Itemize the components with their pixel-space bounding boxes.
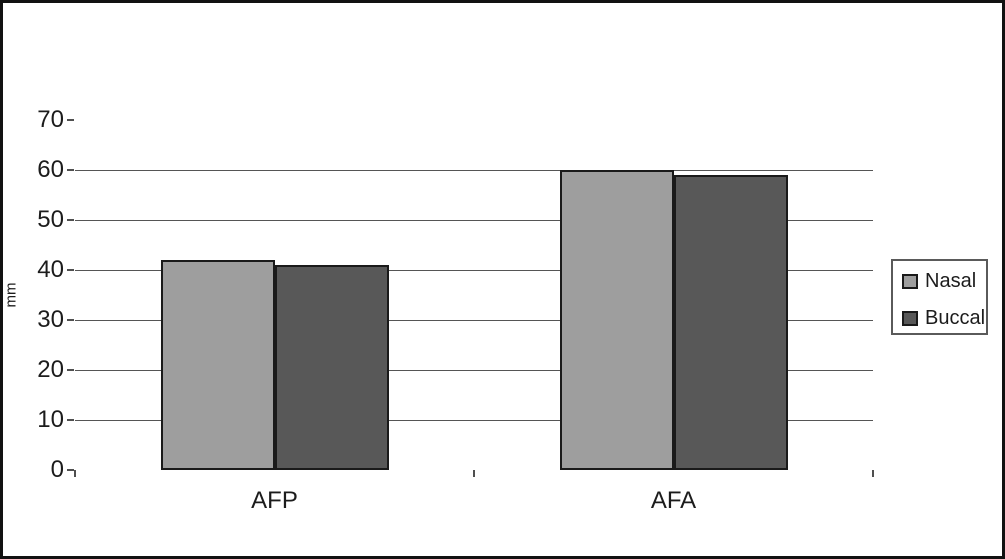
bar-afa-buccal bbox=[674, 175, 788, 470]
x-tick bbox=[473, 470, 475, 477]
x-tick bbox=[872, 470, 874, 477]
y-tick-label: 60 bbox=[37, 156, 64, 183]
y-tick-label: 40 bbox=[37, 256, 64, 283]
plot-border-top bbox=[0, 0, 798, 2]
gridline bbox=[75, 420, 873, 421]
category-label-afa: AFA bbox=[650, 487, 697, 514]
y-tick-label: 20 bbox=[37, 356, 64, 383]
legend-swatch-nasal bbox=[902, 273, 918, 289]
gridline bbox=[75, 170, 873, 171]
bar-afp-nasal bbox=[161, 260, 275, 470]
y-tick-label: 0 bbox=[50, 456, 64, 483]
gridline bbox=[75, 370, 873, 371]
legend-swatch-buccal bbox=[902, 310, 918, 326]
legend: Nasal Buccal bbox=[891, 259, 988, 335]
y-tick-label: 30 bbox=[37, 306, 64, 333]
gridline bbox=[75, 220, 873, 221]
legend-item-nasal: Nasal bbox=[902, 269, 986, 293]
y-tick-label: 70 bbox=[37, 106, 64, 133]
legend-label: Nasal bbox=[925, 269, 977, 292]
category-label-afp: AFP bbox=[251, 487, 298, 514]
y-tick bbox=[67, 269, 74, 271]
bar-afp-buccal bbox=[275, 265, 389, 470]
y-axis-title: mm bbox=[2, 282, 20, 308]
legend-label: Buccal bbox=[925, 306, 986, 329]
y-tick bbox=[67, 319, 74, 321]
gridline bbox=[75, 270, 873, 271]
legend-item-buccal: Buccal bbox=[902, 306, 986, 330]
y-tick bbox=[67, 469, 74, 471]
y-tick bbox=[67, 219, 74, 221]
y-tick-label: 50 bbox=[37, 206, 64, 233]
y-tick bbox=[67, 419, 74, 421]
y-tick bbox=[67, 169, 74, 171]
y-tick-label: 10 bbox=[37, 406, 64, 433]
bar-afa-nasal bbox=[560, 170, 674, 470]
y-tick bbox=[67, 369, 74, 371]
x-tick bbox=[74, 470, 76, 477]
y-tick bbox=[67, 119, 74, 121]
gridline bbox=[75, 320, 873, 321]
